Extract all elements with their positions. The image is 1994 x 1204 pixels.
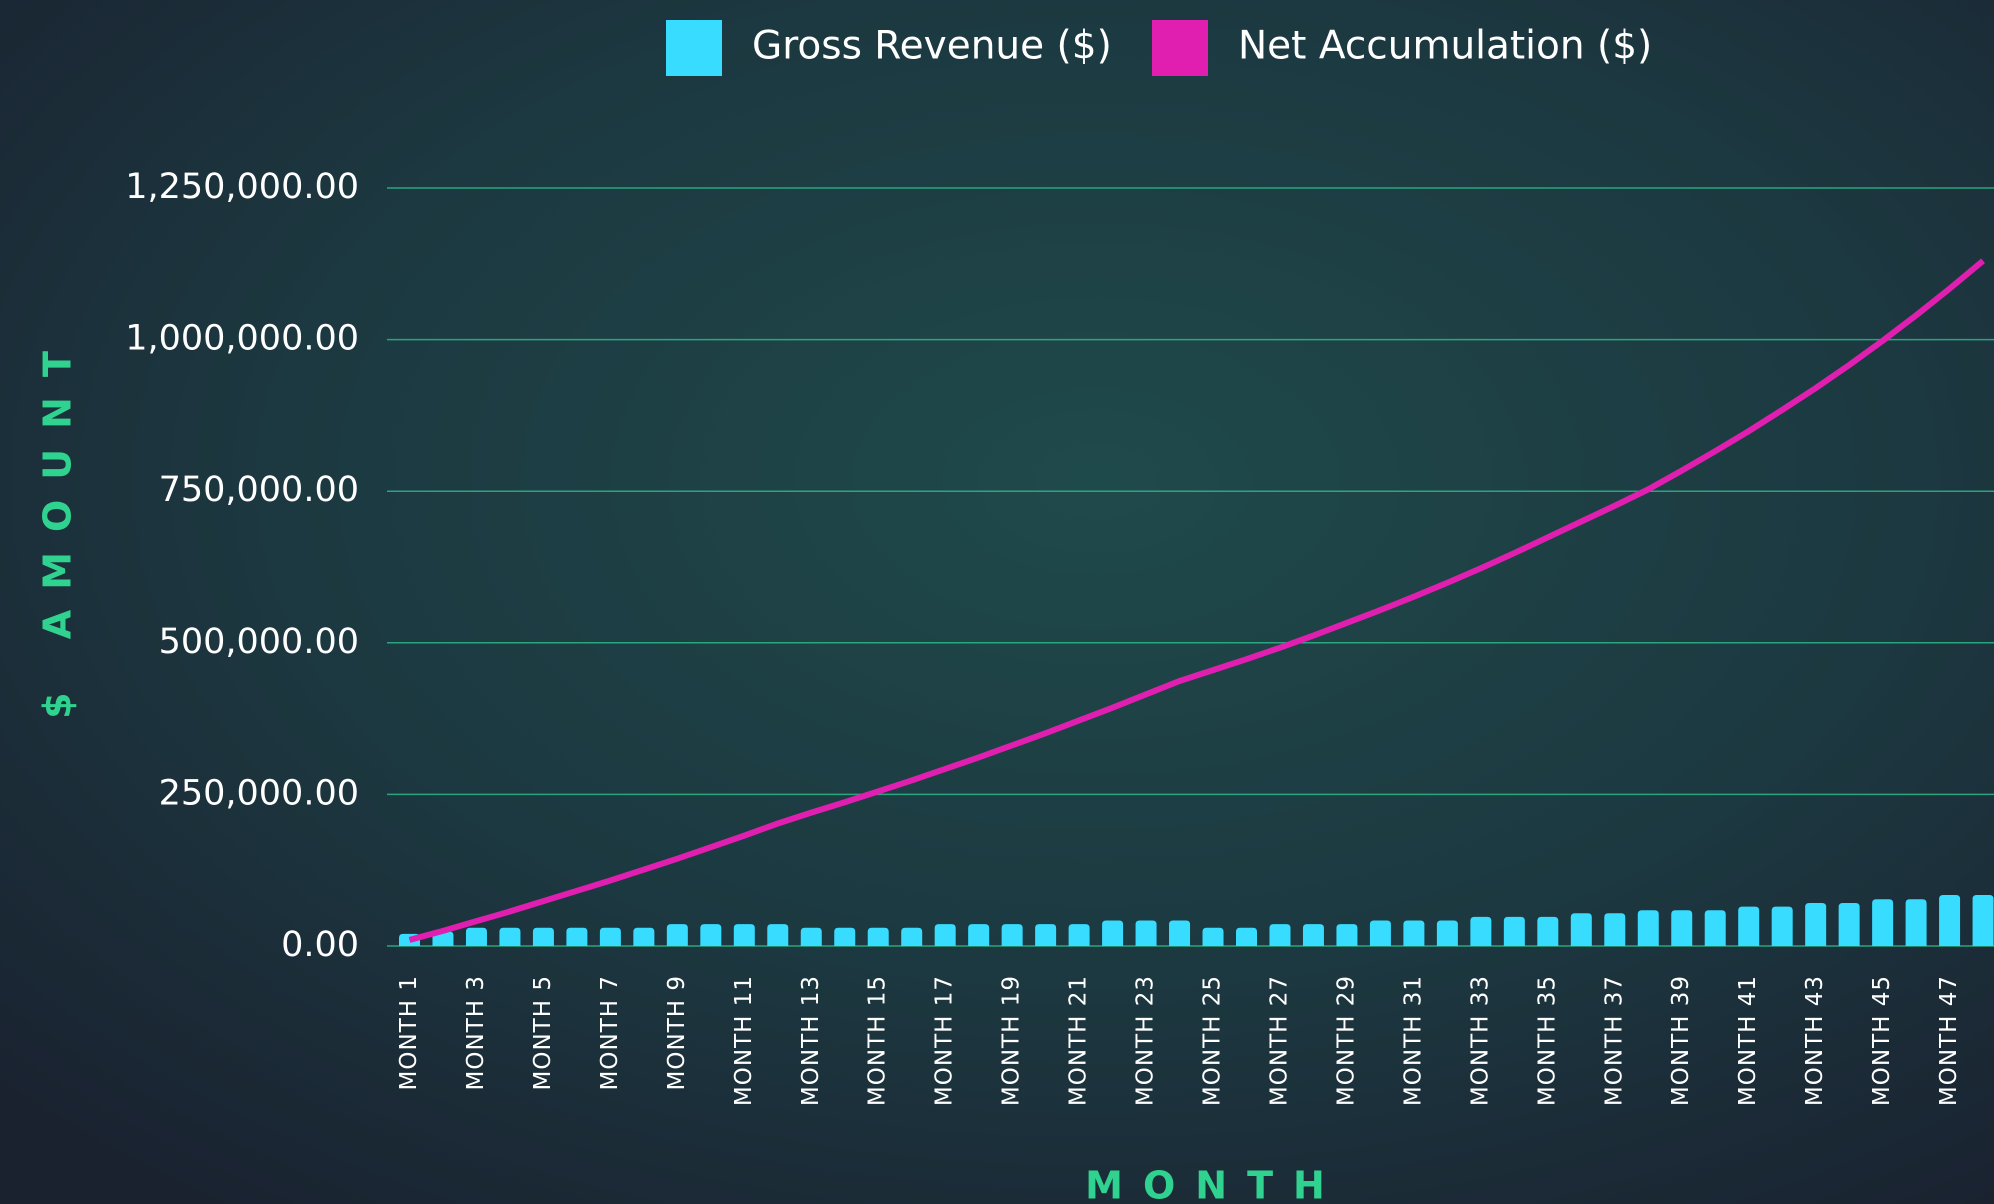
bar (1704, 910, 1726, 946)
bar (1671, 910, 1693, 946)
bar (1135, 920, 1157, 946)
x-tick-label: MONTH 9 (664, 975, 690, 1090)
bar (1838, 902, 1860, 946)
bar (1604, 913, 1626, 946)
grid (387, 187, 1994, 947)
bar (532, 927, 554, 946)
legend-swatch (1152, 20, 1208, 76)
x-tick-label: MONTH 19 (999, 975, 1025, 1106)
bar (1369, 920, 1391, 946)
x-tick-label: MONTH 23 (1133, 975, 1159, 1106)
x-tick-label: MONTH 39 (1668, 975, 1694, 1106)
bar (1872, 899, 1894, 946)
bar (1972, 895, 1994, 946)
bar (1169, 920, 1191, 946)
x-tick-label: MONTH 17 (932, 975, 958, 1106)
bar (934, 924, 956, 946)
x-tick-label: MONTH 5 (530, 975, 556, 1090)
x-tick-label: MONTH 47 (1936, 975, 1962, 1106)
bar (499, 927, 521, 946)
bar (867, 927, 889, 946)
x-tick-label: MONTH 45 (1869, 975, 1895, 1106)
bar (1805, 902, 1827, 946)
x-tick-label: MONTH 1 (396, 975, 422, 1090)
y-tick-label: 250,000.00 (159, 773, 359, 813)
x-tick-label: MONTH 43 (1802, 975, 1828, 1106)
x-tick-label: MONTH 15 (865, 975, 891, 1106)
bar (1939, 895, 1961, 946)
bar (633, 927, 655, 946)
bar (1436, 920, 1458, 946)
x-axis-title: MONTH (1085, 1164, 1345, 1204)
bar (1905, 899, 1927, 946)
bar (1637, 910, 1659, 946)
bar (901, 927, 923, 946)
x-tick-label: MONTH 33 (1467, 975, 1493, 1106)
legend-label: Net Accumulation ($) (1238, 24, 1652, 69)
x-tick-label: MONTH 25 (1200, 975, 1226, 1106)
bar (1336, 924, 1358, 946)
bar (566, 927, 588, 946)
x-tick-label: MONTH 31 (1400, 975, 1426, 1106)
bar (1035, 924, 1057, 946)
y-tick-label: 1,000,000.00 (125, 319, 359, 359)
x-tick-label: MONTH 35 (1534, 975, 1560, 1106)
y-tick-label: 0.00 (281, 925, 359, 965)
x-tick-label: MONTH 7 (597, 975, 623, 1090)
x-tick-label: MONTH 27 (1266, 975, 1292, 1106)
bar (1771, 906, 1793, 946)
bar (1202, 927, 1224, 946)
x-tick-label: MONTH 3 (463, 975, 489, 1090)
x-tick-label: MONTH 37 (1601, 975, 1627, 1106)
line (408, 258, 1985, 943)
x-tick-label: MONTH 11 (731, 975, 757, 1106)
bar (767, 924, 789, 946)
bar (1302, 924, 1324, 946)
bar (1403, 920, 1425, 946)
y-tick-label: 500,000.00 (159, 622, 359, 662)
bar (1001, 924, 1023, 946)
bar (1738, 906, 1760, 946)
x-tick-label: MONTH 21 (1066, 975, 1092, 1106)
bar (1570, 913, 1592, 946)
bar (1269, 924, 1291, 946)
bar (800, 927, 822, 946)
bar (666, 924, 688, 946)
marks (399, 258, 1994, 946)
bar (599, 927, 621, 946)
x-tick-label: MONTH 29 (1333, 975, 1359, 1106)
bar (700, 924, 722, 946)
x-tick-label: MONTH 41 (1735, 975, 1761, 1106)
x-tick-label: MONTH 13 (798, 975, 824, 1106)
y-tick-label: 1,250,000.00 (125, 167, 359, 207)
bar (1102, 920, 1124, 946)
legend-swatch (666, 20, 722, 76)
labels: 0.00 250,000.00 500,000.00 750,000.00 1,000,… (125, 20, 1962, 1106)
bar (1537, 916, 1559, 946)
y-tick-label: 750,000.00 (159, 470, 359, 510)
bar (1503, 916, 1525, 946)
bar (834, 927, 856, 946)
bar (733, 924, 755, 946)
legend-label: Gross Revenue ($) (752, 24, 1112, 69)
bar (465, 927, 487, 946)
bar (1470, 916, 1492, 946)
bar (1068, 924, 1090, 946)
bar (1236, 927, 1257, 946)
y-axis-title: $ AMOUNT (36, 331, 80, 719)
bar (968, 924, 990, 946)
